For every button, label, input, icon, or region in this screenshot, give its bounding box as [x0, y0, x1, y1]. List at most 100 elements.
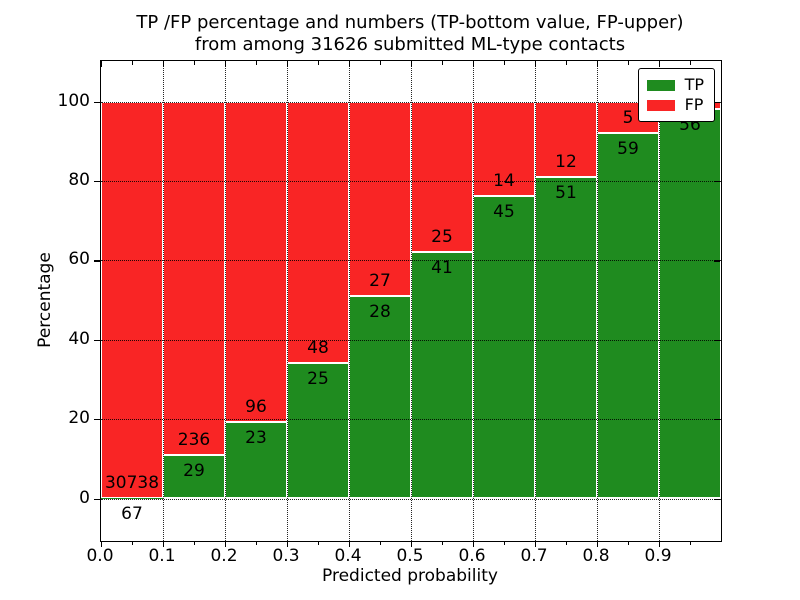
fp-count-label: 5 [622, 107, 634, 128]
x-tick-label: 0.5 [396, 546, 424, 566]
x-minor-tick [380, 541, 381, 545]
y-tick-label: 100 [57, 90, 90, 111]
x-minor-tick-top [132, 61, 133, 65]
x-minor-tick-top [628, 61, 629, 65]
x-major-tick [535, 541, 537, 547]
fp-count-label: 14 [493, 170, 515, 191]
fp-count-label: 96 [245, 396, 267, 417]
fp-count-label: 12 [555, 152, 577, 173]
fp-bar-segment [101, 101, 163, 498]
tp-bar-segment [597, 132, 659, 499]
x-minor-tick-top [194, 61, 195, 65]
x-minor-tick [504, 541, 505, 545]
x-tick-label: 0.4 [334, 546, 362, 566]
fp-legend-label: FP [684, 95, 704, 114]
fp-bar-segment [535, 101, 597, 178]
y-tick-label: 0 [79, 487, 90, 508]
x-minor-tick-top [442, 61, 443, 65]
x-minor-tick [318, 541, 319, 545]
x-minor-tick [566, 541, 567, 545]
y-tick-label: 80 [68, 169, 90, 190]
v-gridline [535, 61, 536, 541]
x-major-tick-top [101, 61, 103, 67]
y-major-tick [94, 180, 100, 183]
fp-count-label: 30738 [104, 472, 160, 493]
x-major-tick [101, 541, 103, 547]
v-gridline [659, 61, 660, 541]
fp-bar-segment [287, 101, 349, 363]
tp-bar-segment [411, 251, 473, 499]
tp-bar-segment [473, 195, 535, 499]
x-major-tick [349, 541, 351, 547]
plot-area: 30738 67 236 29 96 23 48 25 27 28 25 41 14 45 12 51 5 59 5… [94, 60, 722, 547]
x-minor-tick [256, 541, 257, 545]
x-major-tick [287, 541, 289, 547]
y-major-tick [94, 498, 100, 500]
tp-legend-label: TP [684, 75, 704, 94]
v-gridline [287, 61, 288, 541]
x-minor-tick [628, 541, 629, 545]
tp-count-label: 41 [431, 257, 453, 278]
x-major-tick [597, 541, 599, 547]
tp-bar-segment [101, 497, 163, 499]
fp-bar-segment [163, 101, 225, 456]
chart-title-line-1: TP /FP percentage and numbers (TP-bottom… [136, 12, 684, 33]
v-gridline [597, 61, 598, 541]
x-minor-tick-top [318, 61, 319, 65]
x-major-tick [225, 541, 227, 547]
x-major-tick [473, 541, 475, 547]
v-gridline [225, 61, 226, 541]
x-tick-label: 0.2 [210, 546, 238, 566]
fp-count-label: 236 [177, 430, 211, 451]
tp-bar-segment [659, 108, 721, 499]
tp-count-label: 67 [121, 503, 143, 524]
fp-legend-swatch [646, 99, 675, 111]
v-gridline [349, 61, 350, 541]
tp-count-label: 29 [183, 461, 205, 482]
tp-legend-swatch [646, 79, 675, 91]
fp-bar-segment [411, 101, 473, 252]
v-gridline [163, 61, 164, 541]
x-tick-label: 0.7 [520, 546, 548, 566]
y-major-tick [94, 339, 100, 341]
x-minor-tick-top [690, 61, 691, 65]
y-major-tick [94, 101, 100, 103]
x-tick-label: 0.9 [644, 546, 672, 566]
x-major-tick [659, 541, 661, 547]
tp-count-label: 23 [245, 427, 267, 448]
x-tick-label: 0.1 [148, 546, 176, 566]
tp-count-label: 45 [493, 201, 515, 222]
tp-count-label: 28 [369, 302, 391, 323]
y-tick-label: 20 [68, 408, 90, 429]
x-tick-label: 0.6 [458, 546, 486, 566]
x-major-tick [411, 541, 413, 547]
x-minor-tick-top [566, 61, 567, 65]
tp-bar-segment [535, 177, 597, 499]
legend-entry-fp: FP [646, 95, 704, 115]
x-major-tick [163, 541, 165, 547]
x-minor-tick-top [256, 61, 257, 65]
y-tick-label: 40 [68, 328, 90, 349]
tp-count-label: 59 [617, 138, 639, 159]
y-major-tick [94, 419, 100, 421]
legend-entry-tp: TP [646, 75, 704, 95]
x-minor-tick [442, 541, 443, 545]
x-tick-label: 0.3 [272, 546, 300, 566]
legend: TP FP [637, 68, 715, 122]
fp-count-label: 27 [369, 271, 391, 292]
x-minor-tick-top [380, 61, 381, 65]
y-major-tick [94, 260, 100, 262]
tp-bar-segment [163, 455, 225, 499]
tp-count-label: 51 [555, 183, 577, 204]
y-axis-label: Percentage [35, 252, 55, 348]
x-tick-label: 0.8 [582, 546, 610, 566]
x-minor-tick [132, 541, 133, 545]
tp-count-label: 25 [307, 368, 329, 389]
chart-title-line-2: from among 31626 submitted ML-type conta… [194, 34, 626, 55]
v-gridline [473, 61, 474, 541]
x-minor-tick [194, 541, 195, 545]
x-axis-label: Predicted probability [322, 566, 498, 586]
fp-count-label: 48 [307, 337, 329, 358]
y-tick-label: 60 [68, 249, 90, 270]
